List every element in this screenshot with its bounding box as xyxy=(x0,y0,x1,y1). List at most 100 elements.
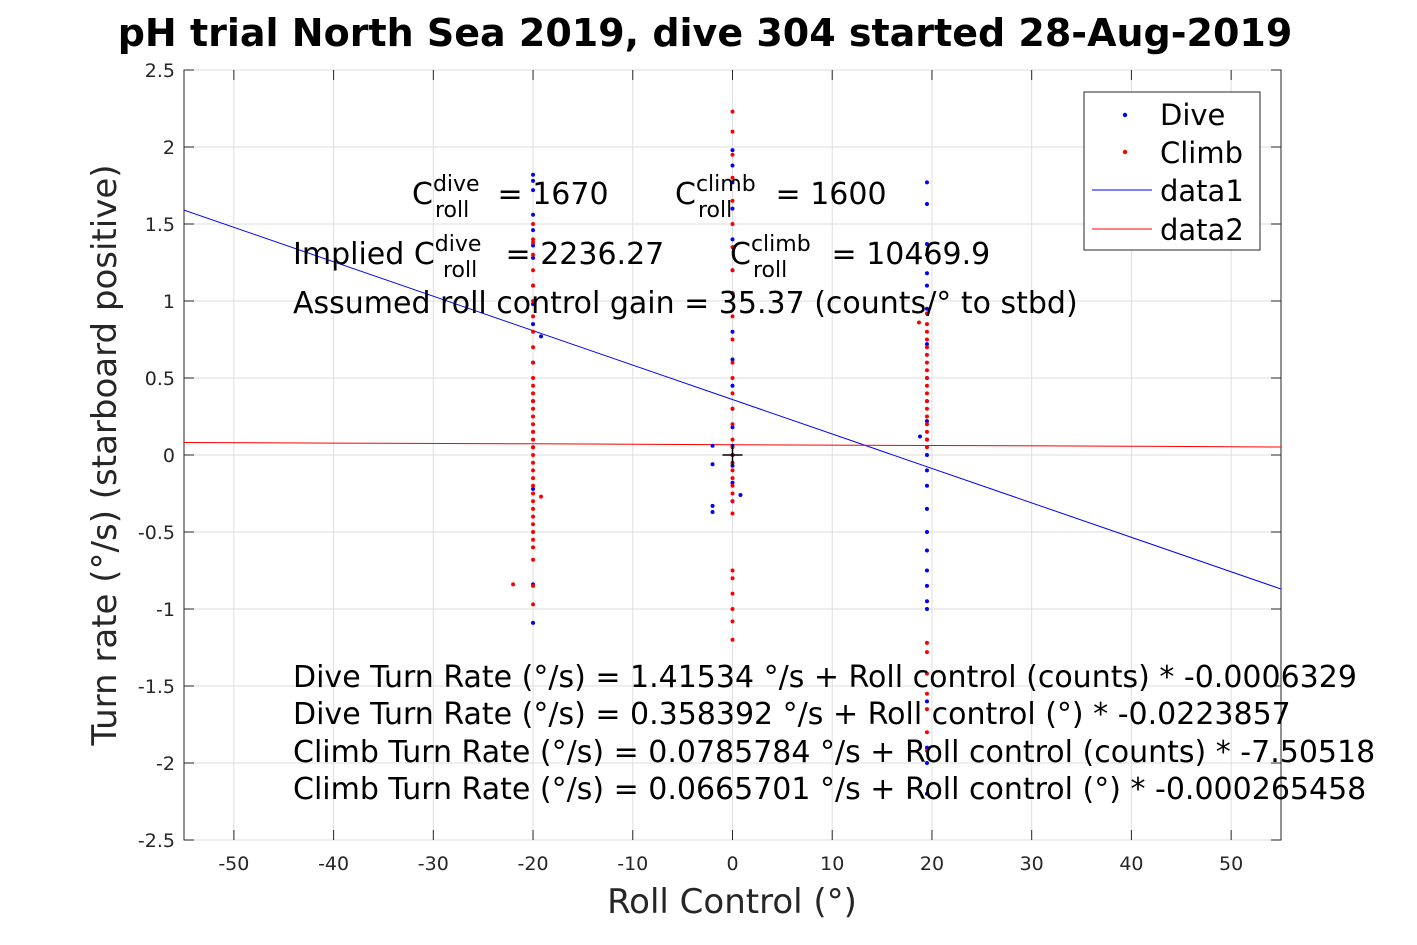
point-climb xyxy=(531,268,536,273)
point-dive xyxy=(531,302,536,307)
c-roll-climb-annotation: Cclimb roll = 1600 xyxy=(675,172,887,223)
point-dive xyxy=(531,188,536,193)
point-climb xyxy=(531,460,536,465)
point-climb xyxy=(531,483,536,488)
point-climb xyxy=(531,602,536,607)
point-dive xyxy=(924,745,929,750)
point-climb xyxy=(531,414,536,419)
point-climb xyxy=(531,237,536,242)
legend-label-dive: Dive xyxy=(1160,98,1225,132)
point-climb xyxy=(924,650,929,655)
point-dive xyxy=(924,483,929,488)
x-tick-label: 10 xyxy=(820,853,844,875)
point-climb xyxy=(730,360,735,365)
legend-label-data2: data2 xyxy=(1160,213,1244,247)
implied-c-roll-climb-annotation: Cclimb roll = 10469.9 xyxy=(730,232,990,283)
point-climb xyxy=(531,499,536,504)
point-dive xyxy=(531,228,536,233)
y-tick-label: 2 xyxy=(163,137,175,159)
point-climb xyxy=(531,422,536,427)
point-dive xyxy=(730,329,735,334)
point-climb xyxy=(531,391,536,396)
point-climb xyxy=(531,445,536,450)
x-tick-label: 20 xyxy=(920,853,944,875)
point-dive xyxy=(924,583,929,588)
point-climb xyxy=(730,576,735,581)
point-climb xyxy=(730,607,735,611)
x-tick-label: -30 xyxy=(418,853,449,875)
point-dive xyxy=(924,252,929,257)
annotations: Cdive roll = 1670 Cclimb roll = 1600 Impli… xyxy=(293,172,1375,807)
equation-climb-counts: Climb Turn Rate (°/s) = 0.0785784 °/s + … xyxy=(293,735,1375,770)
point-climb xyxy=(531,345,536,350)
point-dive xyxy=(924,419,929,424)
point-dive xyxy=(730,357,735,362)
point-climb xyxy=(924,345,929,350)
point-climb xyxy=(730,291,735,296)
y-tick-label: -0.5 xyxy=(138,522,175,544)
point-climb xyxy=(924,414,929,419)
point-climb xyxy=(531,360,536,365)
point-climb xyxy=(924,311,929,316)
point-climb xyxy=(531,537,536,542)
point-climb xyxy=(531,557,536,562)
point-dive xyxy=(531,243,536,248)
point-climb xyxy=(531,314,536,319)
point-climb xyxy=(730,129,735,134)
x-axis-label: Roll Control (°) xyxy=(607,882,857,922)
point-dive xyxy=(730,180,735,185)
point-dive xyxy=(924,453,929,457)
legend-label-climb: Climb xyxy=(1160,136,1243,170)
point-dive xyxy=(924,791,929,796)
point-climb xyxy=(730,245,735,250)
point-dive xyxy=(924,699,929,704)
x-tick-label: -10 xyxy=(617,853,648,875)
point-climb xyxy=(924,640,929,645)
point-dive xyxy=(924,342,929,347)
point-climb xyxy=(531,468,536,473)
point-dive xyxy=(924,180,929,185)
point-climb xyxy=(531,476,536,481)
equation-dive-degrees: Dive Turn Rate (°/s) = 0.358392 °/s + Ro… xyxy=(293,697,1291,732)
point-dive xyxy=(924,607,929,611)
point-climb xyxy=(924,429,929,434)
point-climb xyxy=(924,707,929,712)
point-climb xyxy=(730,175,735,180)
point-climb xyxy=(730,437,735,442)
point-climb xyxy=(730,268,735,273)
point-climb xyxy=(531,240,536,245)
chart-title: pH trial North Sea 2019, dive 304 starte… xyxy=(118,11,1293,55)
point-climb xyxy=(730,337,735,342)
point-climb xyxy=(924,748,929,753)
point-climb xyxy=(730,152,735,157)
point-dive xyxy=(730,425,735,430)
point-dive xyxy=(710,443,715,448)
point-dive xyxy=(531,178,536,183)
point-dive xyxy=(539,334,544,339)
y-tick-label: -2.5 xyxy=(138,830,175,852)
point-dive xyxy=(924,201,929,206)
y-tick-label: -1.5 xyxy=(138,676,175,698)
y-tick-label: 1 xyxy=(163,291,175,313)
point-climb xyxy=(916,320,921,325)
point-climb xyxy=(531,406,536,411)
x-tick-label: 50 xyxy=(1219,853,1243,875)
point-climb xyxy=(730,637,735,642)
y-tick-label: 0.5 xyxy=(145,368,175,390)
point-dive xyxy=(924,599,929,604)
point-dive xyxy=(710,503,715,508)
point-climb xyxy=(924,691,929,696)
point-climb xyxy=(730,198,735,203)
legend-label-data1: data1 xyxy=(1160,174,1244,208)
point-climb xyxy=(730,491,735,496)
point-climb xyxy=(730,406,735,411)
point-climb xyxy=(730,476,735,481)
point-dive xyxy=(730,148,735,153)
point-climb xyxy=(531,583,536,588)
implied-c-roll-dive-annotation: Implied Cdive roll = 2236.27 xyxy=(293,232,664,283)
point-climb xyxy=(730,483,735,488)
point-dive xyxy=(924,761,929,765)
point-dive xyxy=(730,463,735,468)
point-climb xyxy=(730,568,735,573)
y-tick-label: -2 xyxy=(156,753,175,775)
